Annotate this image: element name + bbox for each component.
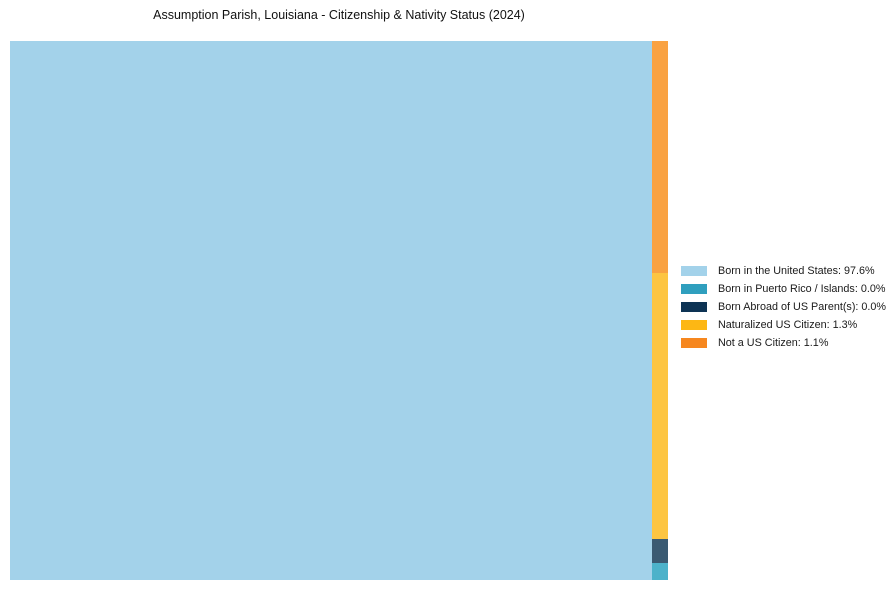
legend-label-born-puerto-rico: Born in Puerto Rico / Islands: 0.0% — [718, 283, 886, 295]
legend-item-born-us: Born in the United States: 97.6% — [681, 262, 886, 280]
treemap — [10, 41, 668, 580]
treemap-segment-not-us-citizen — [652, 41, 668, 274]
legend-swatch-born-abroad — [681, 302, 707, 312]
legend-item-naturalized: Naturalized US Citizen: 1.3% — [681, 316, 886, 334]
legend-swatch-naturalized — [681, 320, 707, 330]
legend-swatch-born-puerto-rico — [681, 284, 707, 294]
legend-label-naturalized: Naturalized US Citizen: 1.3% — [718, 319, 858, 331]
legend-label-born-us: Born in the United States: 97.6% — [718, 265, 875, 277]
legend-label-born-abroad: Born Abroad of US Parent(s): 0.0% — [718, 301, 887, 313]
treemap-segment-naturalized — [652, 273, 668, 540]
treemap-segment-born-puerto-rico — [652, 563, 668, 580]
treemap-main-rect — [10, 41, 652, 580]
legend: Born in the United States: 97.6% Born in … — [681, 262, 886, 352]
chart-title: Assumption Parish, Louisiana - Citizensh… — [153, 8, 525, 22]
legend-item-born-abroad: Born Abroad of US Parent(s): 0.0% — [681, 298, 886, 316]
legend-swatch-not-us-citizen — [681, 338, 707, 348]
treemap-segment-born-abroad — [652, 539, 668, 563]
treemap-side-column — [652, 41, 668, 580]
legend-label-not-us-citizen: Not a US Citizen: 1.1% — [718, 337, 829, 349]
legend-item-born-puerto-rico: Born in Puerto Rico / Islands: 0.0% — [681, 280, 886, 298]
legend-swatch-born-us — [681, 266, 707, 276]
legend-item-not-us-citizen: Not a US Citizen: 1.1% — [681, 334, 886, 352]
